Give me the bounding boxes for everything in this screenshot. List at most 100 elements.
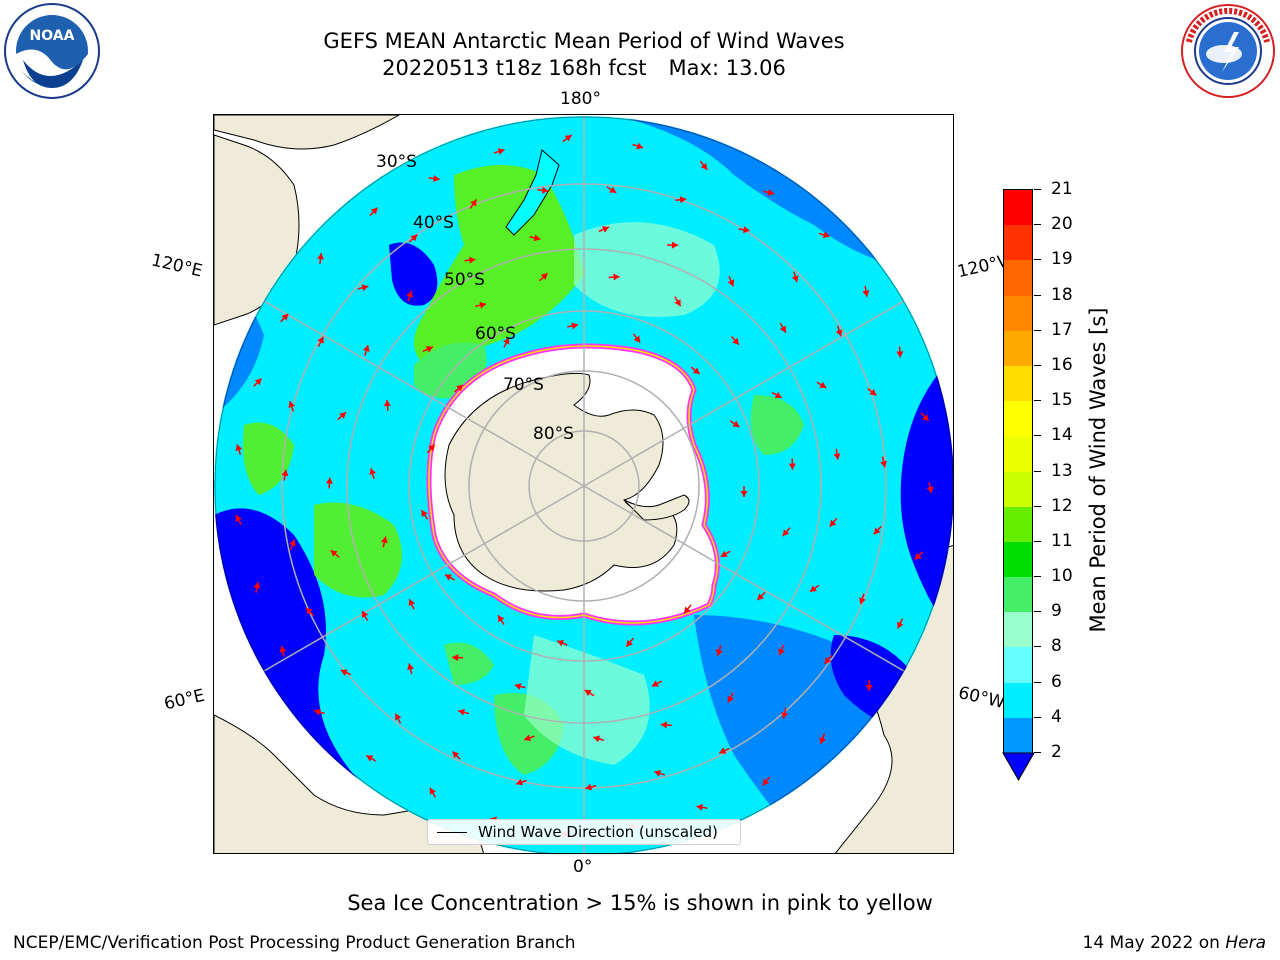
- colorbar-tick: [1034, 364, 1041, 366]
- forecast-date: 20220513 t18z 168h fcst: [382, 56, 647, 80]
- colorbar-segment: [1004, 436, 1032, 472]
- wave-direction-arrow: [317, 336, 325, 347]
- wave-direction-arrow: [362, 344, 370, 356]
- sea-ice-note: Sea Ice Concentration > 15% is shown in …: [347, 891, 933, 915]
- wave-direction-arrow: [394, 713, 402, 724]
- wave-direction-arrow: [337, 411, 347, 421]
- wave-direction-arrow: [340, 669, 352, 676]
- wave-direction-arrow: [369, 207, 379, 216]
- wave-direction-arrow: [727, 692, 734, 703]
- colorbar-segment: [1004, 717, 1032, 753]
- lat-label-30s: 30°S: [376, 152, 417, 172]
- wave-direction-arrow: [288, 400, 296, 412]
- wave-direction-arrow: [738, 226, 750, 234]
- wave-direction-arrow: [651, 680, 662, 687]
- noaa-logo: NOAA: [3, 2, 101, 100]
- wave-direction-arrow: [699, 160, 708, 171]
- colorbar-tick-label: 4: [1051, 706, 1062, 727]
- lon-label-60e: 60°E: [162, 685, 207, 715]
- colorbar-tick-label: 17: [1051, 319, 1073, 340]
- wave-direction-arrow: [690, 366, 701, 375]
- wave-direction-arrow: [660, 721, 672, 729]
- lon-label-60w: 60°W: [956, 682, 1007, 714]
- wave-direction-arrow: [593, 735, 605, 743]
- colorbar-tick-label: 8: [1051, 636, 1062, 657]
- colorbar-tick-label: 10: [1051, 566, 1073, 587]
- wave-direction-arrow: [675, 196, 687, 204]
- wave-direction-arrow: [819, 733, 826, 745]
- lon-label-0: 0°: [573, 857, 593, 877]
- colorbar-segment: [1004, 330, 1032, 366]
- wave-direction-arrow: [253, 581, 261, 593]
- wave-direction-arrow: [458, 708, 470, 716]
- colorbar-tick-label: 20: [1051, 214, 1073, 235]
- wave-direction-arrow: [361, 610, 369, 621]
- max-value: Max: 13.06: [668, 56, 786, 80]
- map-legend: Wind Wave Direction (unscaled): [427, 819, 741, 845]
- wave-direction-arrow: [408, 234, 418, 243]
- wave-direction-arrow: [407, 663, 414, 675]
- lon-label-180: 180°: [560, 89, 601, 109]
- wave-direction-arrow: [497, 614, 505, 625]
- colorbar-tick: [1034, 716, 1041, 718]
- colorbar-tick-label: 13: [1051, 460, 1073, 481]
- colorbar-segment: [1004, 541, 1032, 578]
- wave-direction-arrow: [816, 381, 827, 389]
- lon-label-120e: 120°E: [149, 250, 205, 282]
- wave-direction-arrow: [369, 467, 376, 479]
- wave-direction-arrow: [330, 549, 340, 558]
- wave-direction-arrow: [503, 337, 510, 348]
- colorbar: [1003, 189, 1033, 754]
- wave-direction-arrow: [920, 412, 930, 422]
- colorbar-tick: [1034, 505, 1041, 507]
- colorbar-tick-label: 2: [1051, 742, 1062, 762]
- colorbar-tick-label: 11: [1051, 530, 1073, 551]
- colorbar-tick: [1034, 400, 1041, 402]
- colorbar-tick: [1034, 224, 1041, 226]
- wave-direction-arrow: [756, 591, 766, 601]
- colorbar-segment: [1004, 506, 1032, 542]
- colorbar-tick-label: 15: [1051, 390, 1073, 411]
- colorbar-segment: [1004, 577, 1032, 613]
- colorbar-tick-label: 21: [1051, 179, 1073, 199]
- wave-direction-arrow: [727, 275, 735, 287]
- lat-label-60s: 60°S: [475, 324, 516, 344]
- wave-direction-arrow: [716, 645, 723, 657]
- lat-label-80s: 80°S: [533, 424, 574, 444]
- wave-direction-arrow: [788, 458, 796, 470]
- wave-direction-arrow: [380, 536, 388, 548]
- wave-direction-arrow: [584, 689, 595, 697]
- lightcyan-regions: [524, 222, 720, 765]
- wave-direction-arrow: [865, 680, 873, 692]
- wave-direction-arrow: [475, 301, 487, 309]
- wave-direction-arrow: [782, 527, 791, 537]
- wave-direction-arrow: [325, 477, 333, 489]
- wave-direction-arrow: [740, 486, 748, 497]
- wave-direction-arrow: [762, 776, 771, 786]
- wave-direction-arrow: [859, 593, 866, 605]
- wave-direction-arrow: [778, 644, 785, 656]
- wave-direction-arrow: [493, 148, 505, 155]
- colorbar-label: Mean Period of Wind Waves [s]: [1086, 307, 1110, 633]
- lat-label-40s: 40°S: [413, 213, 454, 233]
- wave-direction-arrow: [791, 271, 799, 283]
- wave-direction-arrow: [289, 539, 296, 551]
- colorbar-extend-arrow: [1002, 752, 1035, 782]
- wave-direction-arrow: [598, 226, 610, 233]
- wave-direction-arrow: [408, 598, 416, 610]
- polar-map: [213, 114, 954, 854]
- wave-direction-arrow: [729, 420, 740, 428]
- colorbar-tick-label: 16: [1051, 354, 1073, 375]
- colorbar-tick: [1034, 752, 1041, 753]
- lat-label-70s: 70°S: [503, 375, 544, 395]
- colorbar-segment: [1004, 647, 1032, 683]
- footer-credit: NCEP/EMC/Verification Post Processing Pr…: [13, 933, 576, 953]
- colorbar-segment: [1004, 401, 1032, 437]
- colorbar-tick: [1034, 611, 1041, 613]
- nws-logo: [1179, 2, 1277, 100]
- new-zealand: [505, 149, 560, 236]
- wave-direction-arrow: [529, 234, 541, 242]
- wave-direction-arrow: [771, 391, 783, 399]
- wave-direction-arrow: [632, 142, 644, 150]
- footer-host: Hera: [1225, 933, 1266, 953]
